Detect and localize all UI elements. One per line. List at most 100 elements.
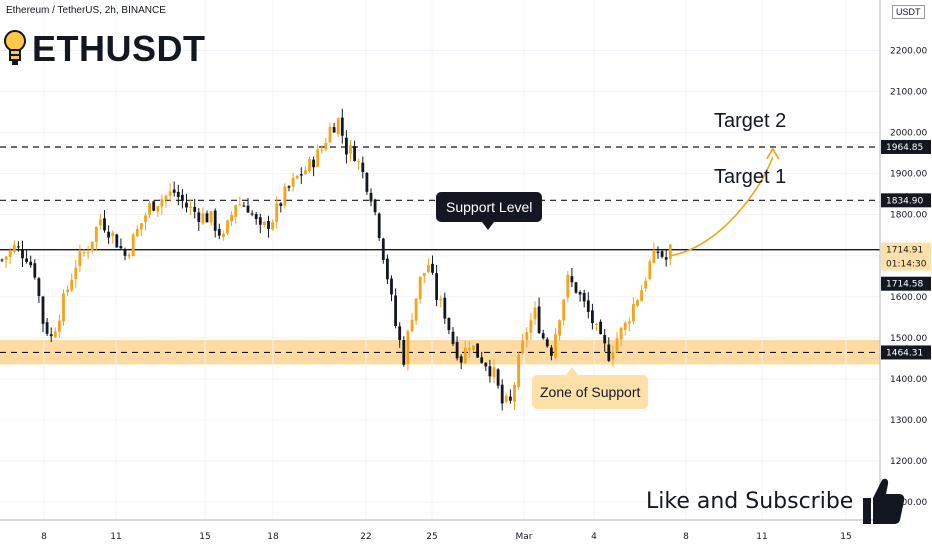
candle-body <box>82 252 86 254</box>
y-tick-label: 2100.00 <box>890 88 927 98</box>
candle-body <box>295 175 299 179</box>
support-level-callout: Support Level <box>436 192 543 230</box>
candle-body <box>488 366 492 377</box>
y-tick-label: 1100.00 <box>890 498 927 508</box>
target2-label: Target 2 <box>714 110 787 132</box>
candle-body <box>398 326 402 341</box>
candle-body <box>361 162 365 173</box>
candle-body <box>513 384 516 402</box>
candle-body <box>17 246 20 248</box>
candle-body <box>529 320 533 333</box>
x-tick-label: 18 <box>267 532 279 542</box>
x-tick-label: 15 <box>840 532 851 542</box>
y-tick-label: 1200.00 <box>890 457 927 467</box>
y-tick-label: 1900.00 <box>890 170 927 180</box>
candle-body <box>226 220 229 234</box>
candle-body <box>668 244 672 259</box>
candle-body <box>70 280 74 291</box>
candle-body <box>160 199 164 207</box>
candle-body <box>468 347 471 350</box>
lightbulb-icon <box>4 30 26 65</box>
like-subscribe-text: Like and Subscribe <box>646 488 854 514</box>
last-price-tag: 1714.91 <box>886 246 923 256</box>
candle-body <box>131 234 135 257</box>
like-subscribe-banner[interactable]: Like and Subscribe <box>646 476 905 526</box>
candle-body <box>267 221 270 229</box>
candle-body <box>422 273 426 277</box>
candle-body <box>205 213 209 223</box>
level-tag-bg <box>881 345 931 360</box>
brand-title: ETHUSDT <box>32 28 206 69</box>
candle-body <box>664 257 668 260</box>
candle-body <box>115 234 119 248</box>
y-tick-label: 2200.00 <box>890 46 927 56</box>
candle-body <box>644 280 648 289</box>
candle-body <box>611 352 615 360</box>
candle-body <box>312 159 315 168</box>
x-tick-label: 15 <box>199 532 210 542</box>
x-tick-label: 11 <box>110 532 121 542</box>
x-tick-label: 22 <box>360 532 371 542</box>
candle-body <box>164 195 168 200</box>
candle-body <box>492 367 496 378</box>
x-tick-label: 8 <box>41 532 47 542</box>
candle-body <box>496 369 500 386</box>
candle-body <box>435 273 438 301</box>
currency-badge[interactable]: USDT <box>892 5 925 19</box>
level-tag-bg <box>881 139 931 154</box>
candle-body <box>562 299 566 321</box>
candle-body <box>258 217 262 225</box>
thumbs-up-icon <box>863 478 905 524</box>
level-tag-bg <box>881 276 931 291</box>
candle-body <box>476 343 479 358</box>
candle-body <box>279 203 283 207</box>
candle-body <box>586 300 590 312</box>
candle-body <box>21 249 24 259</box>
candle-body <box>525 332 529 340</box>
candle-body <box>340 117 344 136</box>
candle-body <box>615 338 619 353</box>
candle-body <box>410 319 414 332</box>
candle-body <box>509 396 512 401</box>
candle-body <box>254 214 258 220</box>
candle-body <box>176 191 180 197</box>
candle-body <box>357 161 361 163</box>
candle-body <box>230 214 233 222</box>
brand-logo: ETHUSDT <box>4 28 206 70</box>
candle-body <box>189 206 192 208</box>
candle-body <box>619 327 623 340</box>
candle-body <box>541 333 545 339</box>
candle-body <box>299 174 303 176</box>
y-tick-label: 1600.00 <box>890 293 927 303</box>
candle-body <box>242 205 246 207</box>
level-tag: 1964.85 <box>886 143 923 153</box>
candle-body <box>381 238 385 261</box>
candle-body <box>459 356 463 363</box>
candle-body <box>90 241 94 251</box>
candle-body <box>168 191 172 196</box>
candle-body <box>455 341 459 359</box>
candle-body <box>427 265 430 273</box>
candle-body <box>316 149 320 167</box>
candle-body <box>603 334 607 344</box>
level-tag: 1464.31 <box>886 348 923 358</box>
candle-body <box>607 344 611 361</box>
candle-body <box>234 205 238 217</box>
candle-body <box>402 340 406 365</box>
candle-body <box>201 213 205 224</box>
candle-body <box>406 331 410 364</box>
candle-body <box>660 251 664 257</box>
candle-body <box>386 258 389 280</box>
candle-body <box>373 199 377 213</box>
candle-body <box>74 267 78 280</box>
candle-body <box>238 204 242 206</box>
candle-body <box>632 304 635 322</box>
candle-body <box>49 334 53 337</box>
candle-body <box>263 221 266 226</box>
projection-arrow <box>670 156 774 257</box>
candle-body <box>0 259 4 261</box>
zone-of-support-callout: Zone of Support <box>532 367 649 409</box>
y-tick-label: 2000.00 <box>890 129 927 139</box>
candle-body <box>558 320 561 336</box>
